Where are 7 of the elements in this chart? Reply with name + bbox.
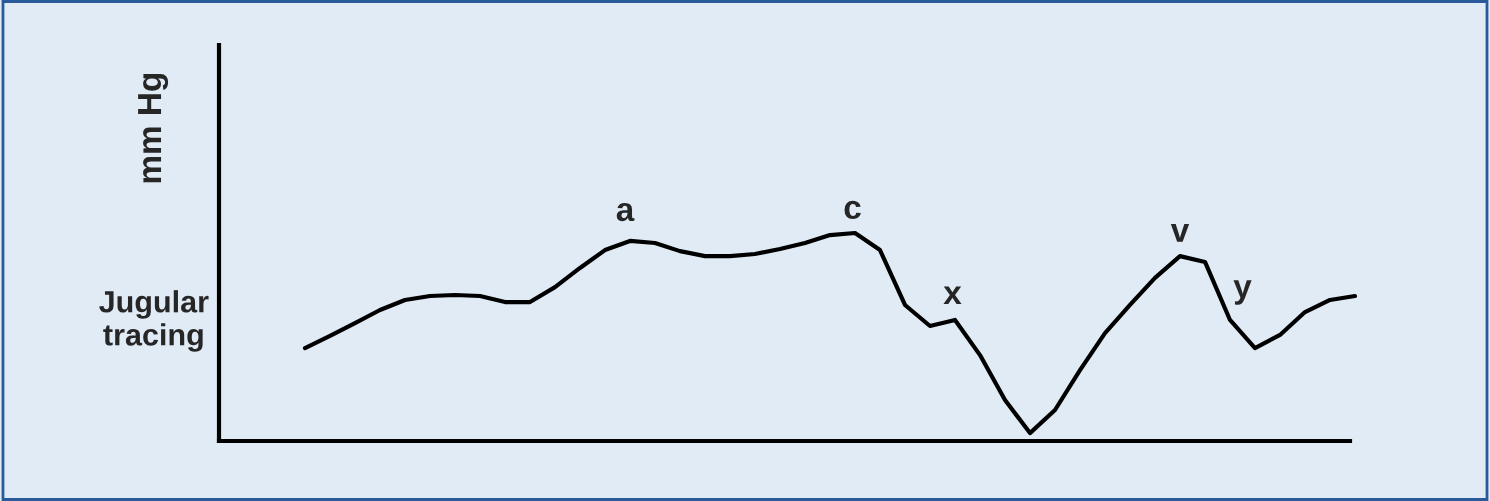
annotation: v [1170,224,1190,242]
y-axis-title: mm Hg [138,73,169,183]
annotation: y [1233,280,1252,305]
text: a [616,202,635,222]
annotation: x [943,286,962,305]
text: Jugular tracing [99,290,209,352]
text: c [844,200,861,220]
